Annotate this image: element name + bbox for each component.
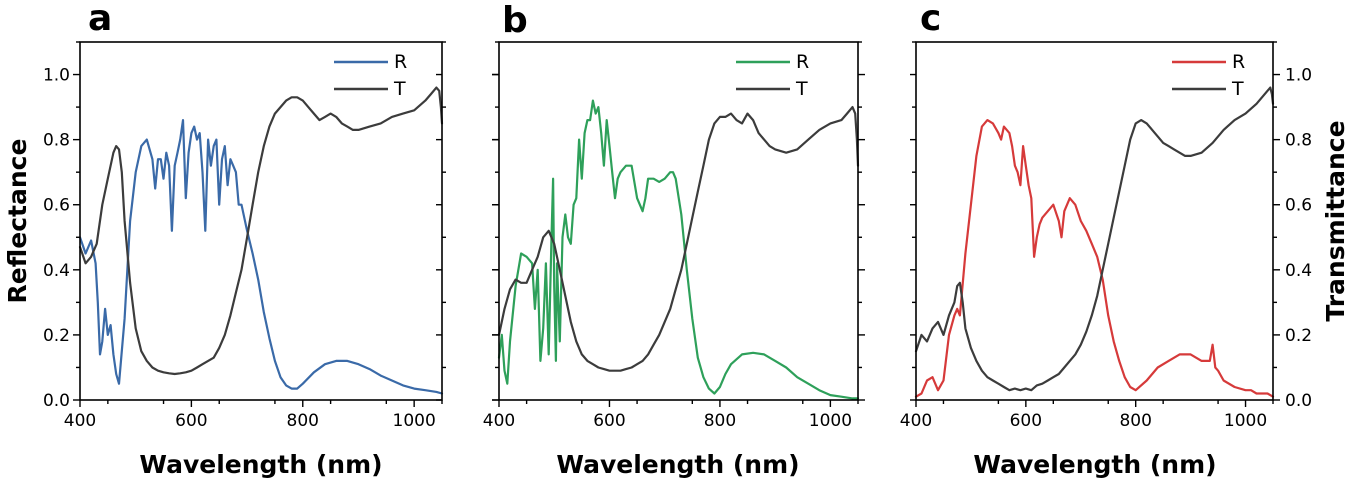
tick-layer: 400 600 800 1000 0.0 0.2 0.4 0.6 0.8 1.0	[43, 41, 446, 431]
legend: R T	[1172, 51, 1245, 100]
x-axis-title: Wavelength (nm)	[139, 450, 382, 479]
x-axis-title: Wavelength (nm)	[556, 450, 799, 479]
y-tick-label: 0.8	[43, 131, 70, 151]
series-line-t	[78, 86, 444, 376]
y-tick-label: 1.0	[1285, 66, 1312, 86]
y-tick-label: 0.6	[43, 196, 70, 216]
y-tick-label: 0.2	[1285, 326, 1312, 346]
legend-label-r: R	[394, 51, 407, 73]
legend-label-r: R	[1232, 51, 1245, 73]
y-tick-label: 0.0	[1285, 391, 1312, 411]
series-layer	[914, 86, 1275, 398]
y-axis-title: Reflectance	[3, 139, 32, 304]
y-tick-label: 0.4	[43, 261, 70, 281]
plot-frame	[915, 41, 1274, 401]
y-tick-label: 1.0	[43, 66, 70, 86]
x-tick-label: 600	[1010, 411, 1042, 431]
x-tick-label: 800	[287, 411, 319, 431]
x-tick-label: 400	[64, 411, 96, 431]
legend-label-t: T	[1231, 78, 1244, 100]
right-y-axis-title: Transmittance	[1321, 120, 1350, 321]
panel-a: a 400 600 800 1000 0.0 0.2 0.4 0.6 0.8 1.0 R T Wa…	[3, 0, 446, 479]
panel-c: c 400 600 800 1000 0.0 0.2 0.4 0.6 0.8 1.0 R T Wa…	[900, 0, 1350, 479]
panel-label: a	[88, 0, 112, 39]
x-tick-label: 400	[483, 411, 515, 431]
series-line-r	[78, 119, 444, 395]
legend: R T	[334, 51, 407, 100]
series-layer	[78, 86, 444, 395]
y-tick-label: 0.2	[43, 326, 70, 346]
x-tick-label: 600	[175, 411, 207, 431]
x-tick-label: 1000	[809, 411, 852, 431]
x-tick-label: 600	[593, 411, 625, 431]
series-line-r	[497, 99, 860, 400]
x-tick-label: 800	[1119, 411, 1151, 431]
x-tick-label: 1000	[1224, 411, 1267, 431]
panel-label: b	[502, 0, 528, 41]
legend: R T	[736, 51, 809, 100]
legend-label-t: T	[795, 78, 808, 100]
plot-frame	[79, 41, 443, 401]
x-tick-label: 400	[900, 411, 932, 431]
x-axis-title: Wavelength (nm)	[973, 450, 1216, 479]
x-tick-label: 1000	[393, 411, 436, 431]
series-line-r	[914, 119, 1275, 398]
y-tick-label: 0.0	[43, 391, 70, 411]
panel-b: b 400 600 800 1000 R T Wavelength (nm)	[483, 0, 865, 479]
legend-label-r: R	[796, 51, 809, 73]
series-line-t	[914, 86, 1275, 392]
legend-label-t: T	[393, 78, 406, 100]
tick-layer: 400 600 800 1000	[483, 41, 865, 431]
series-layer	[497, 99, 860, 400]
tick-layer: 400 600 800 1000 0.0 0.2 0.4 0.6 0.8 1.0	[900, 41, 1312, 431]
panel-label: c	[920, 0, 941, 39]
series-line-t	[497, 106, 860, 372]
y-tick-label: 0.8	[1285, 131, 1312, 151]
y-tick-label: 0.6	[1285, 196, 1312, 216]
x-tick-label: 800	[704, 411, 736, 431]
plot-frame	[498, 41, 859, 401]
y-tick-label: 0.4	[1285, 261, 1312, 281]
